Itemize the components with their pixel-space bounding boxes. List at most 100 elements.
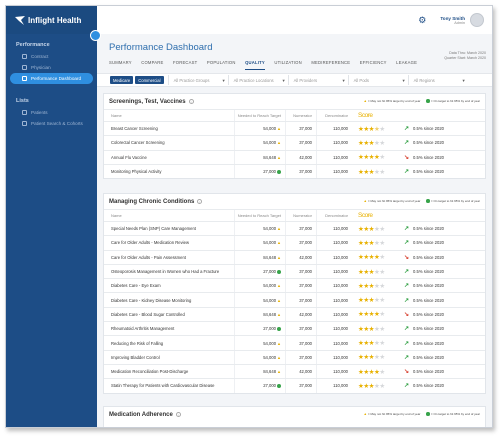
filter-pill-medicare[interactable]: Medicare	[110, 76, 134, 84]
tab-forecast[interactable]: FORECAST	[173, 60, 198, 65]
sidebar-item[interactable]: Patient Search & Cohorts	[10, 118, 93, 129]
tab-leakage[interactable]: LEAKAGE	[396, 60, 418, 65]
star-icon: ★	[373, 354, 380, 362]
warning-triangle-icon: ▲	[277, 369, 281, 375]
star-icon: ★	[368, 368, 375, 376]
sidebar-item[interactable]: Contract	[10, 51, 93, 62]
table-row[interactable]: Improving Bladder Control 54,000 ▲ 37,000 11…	[104, 349, 485, 364]
arrow-up-right-icon: ↗	[404, 126, 410, 133]
table-row[interactable]: Monitoring Physical Activity 27,000 37,000…	[104, 163, 485, 179]
tab-utilization[interactable]: UTILIZATION	[274, 60, 302, 65]
user-info[interactable]: Tony Smith Admin	[440, 16, 465, 25]
filter-select[interactable]: All Providers ▼	[287, 75, 346, 85]
avatar[interactable]	[470, 13, 484, 27]
trend-text: 0.5% since 2020	[413, 297, 444, 303]
table-row[interactable]: Diabetes Care - Eye Exam 54,000 ▲ 37,000 110…	[104, 278, 485, 293]
row-needed: 84,648 ▲	[234, 364, 285, 379]
star-icon: ★	[379, 168, 385, 176]
legend-warn-text: = May not hit 95% target by end of year	[367, 199, 421, 203]
card-header: Screenings, Test, Vaccines i ▲ = May not hi…	[104, 94, 485, 109]
star-icon: ★	[363, 311, 369, 319]
gear-icon[interactable]: ⚙	[418, 14, 427, 25]
filter-select[interactable]: All Regions ▼	[407, 75, 466, 85]
table-header: Name Needed to Reach Target Numerator Denom…	[104, 209, 485, 221]
star-icon: ★	[358, 225, 364, 233]
star-icon: ★	[363, 340, 369, 348]
column-header: Needed to Reach Target	[234, 110, 285, 121]
star-rating: ★★★★★	[354, 296, 402, 304]
star-icon: ★	[373, 282, 380, 290]
app-window: Inflight Health Performance Contract Physi…	[5, 5, 493, 428]
filter-select[interactable]: All Practice Locations ▼	[227, 75, 286, 85]
table-row[interactable]: Rheumatoid Arthritis Management 27,000 37,…	[104, 321, 485, 336]
table-row[interactable]: Special Needs Plan (SNP) Care Management…	[104, 221, 485, 236]
tab-efficiency[interactable]: EFFICIENCY	[359, 60, 387, 65]
table-row[interactable]: Statin Therapy for Patients with Cardiov…	[104, 378, 485, 393]
table-row[interactable]: Medication Reconciliation Post-Discharge…	[104, 363, 485, 379]
trend-text: 0.5% since 2020	[413, 354, 444, 360]
filter-select[interactable]: All Pods ▼	[347, 75, 406, 85]
filter-pill-commercial[interactable]: Commercial	[135, 76, 164, 84]
row-needed: 54,000 ▲	[234, 293, 285, 307]
trend: ↗ 0.5% since 2020	[402, 225, 485, 232]
star-icon: ★	[368, 225, 375, 233]
sidebar-collapse-button[interactable]	[90, 30, 101, 41]
row-numerator: 37,000	[285, 222, 316, 236]
table-row[interactable]: Reducing the Risk of Falling 54,000 ▲ 37,00…	[104, 335, 485, 350]
tab-summary[interactable]: SUMMARY	[109, 60, 132, 65]
warning-triangle-icon: ▲	[277, 154, 281, 160]
needed-value: 27,000	[263, 269, 276, 275]
tab-compare[interactable]: COMPARE	[141, 60, 164, 65]
column-header[interactable]: Name	[111, 113, 122, 118]
star-rating: ★★★★★	[354, 368, 402, 376]
main-content: ⚙ Tony Smith Admin Performance Dashboard…	[97, 6, 492, 427]
star-icon: ★	[358, 354, 364, 362]
star-icon: ★	[368, 282, 375, 290]
trend-text: 0.5% since 2020	[413, 254, 444, 260]
star-icon: ★	[373, 340, 380, 348]
tab-population[interactable]: POPULATION	[206, 60, 236, 65]
row-numerator: 37,000	[285, 164, 316, 179]
star-icon: ★	[358, 139, 364, 147]
table-row[interactable]: Diabetes Care - Kidney Disease Monitorin…	[104, 292, 485, 307]
filter-select[interactable]: All Practice Groups ▼	[167, 75, 226, 85]
column-header: Numerator	[285, 110, 316, 121]
info-icon[interactable]: i	[188, 99, 194, 104]
trend: ↗ 0.5% since 2020	[402, 325, 485, 332]
row-name: Monitoring Physical Activity	[111, 169, 162, 175]
info-icon[interactable]: i	[175, 412, 181, 417]
sidebar-item[interactable]: Physician	[10, 62, 93, 73]
trend-text: 0.5% since 2020	[413, 369, 444, 375]
table-row[interactable]: Osteoporosis Management in Women who Had…	[104, 263, 485, 279]
tab-quality[interactable]: QUALITY	[245, 60, 265, 70]
tab-medireference[interactable]: MEDIREFERENCE	[311, 60, 351, 65]
table-row[interactable]: Diabetes Care - Blood Sugar Controlled 84…	[104, 306, 485, 322]
nav-section-title: Lists	[16, 98, 29, 104]
sidebar-item[interactable]: Performance Dashboard	[10, 73, 93, 84]
arrow-up-right-icon: ↗	[404, 240, 410, 247]
table-row[interactable]: Annual Flu Vaccine 84,648 ▲ 42,000 110,000 ★★…	[104, 149, 485, 164]
warning-triangle-icon: ▲	[277, 240, 281, 246]
table-row[interactable]: Breast Cancer Screening 54,000 ▲ 37,000 110,…	[104, 121, 485, 136]
column-header[interactable]: Name	[111, 213, 122, 218]
legend-warn-text: = May not hit 95% target by end of year	[367, 99, 421, 103]
star-icon: ★	[363, 354, 369, 362]
app-logo[interactable]: Inflight Health	[6, 6, 97, 34]
table-row[interactable]: Colorectal Cancer Screening 54,000 ▲ 37,000…	[104, 135, 485, 150]
table-row[interactable]: Care for Older Adults - Pain Assessment 8…	[104, 249, 485, 264]
row-name: Colorectal Cancer Screening	[111, 140, 165, 146]
star-rating: ★★★★★	[354, 325, 402, 333]
star-rating: ★★★★★	[354, 353, 402, 361]
sidebar-item[interactable]: Patients	[10, 107, 93, 118]
star-icon: ★	[363, 282, 369, 290]
row-numerator: 42,000	[285, 307, 316, 322]
column-header: Denominator	[316, 110, 354, 121]
star-icon: ★	[379, 340, 385, 348]
info-icon[interactable]: i	[197, 199, 203, 204]
chevron-down-icon: ▼	[341, 77, 346, 83]
row-name: Diabetes Care - Eye Exam	[111, 283, 161, 289]
warning-triangle-icon: ▲	[277, 354, 281, 360]
row-needed: 27,000	[234, 264, 285, 279]
table-row[interactable]: Care for Older Adults - Medication Revie…	[104, 235, 485, 250]
sidebar-nav: Performance Contract Physician Performance …	[6, 42, 97, 129]
